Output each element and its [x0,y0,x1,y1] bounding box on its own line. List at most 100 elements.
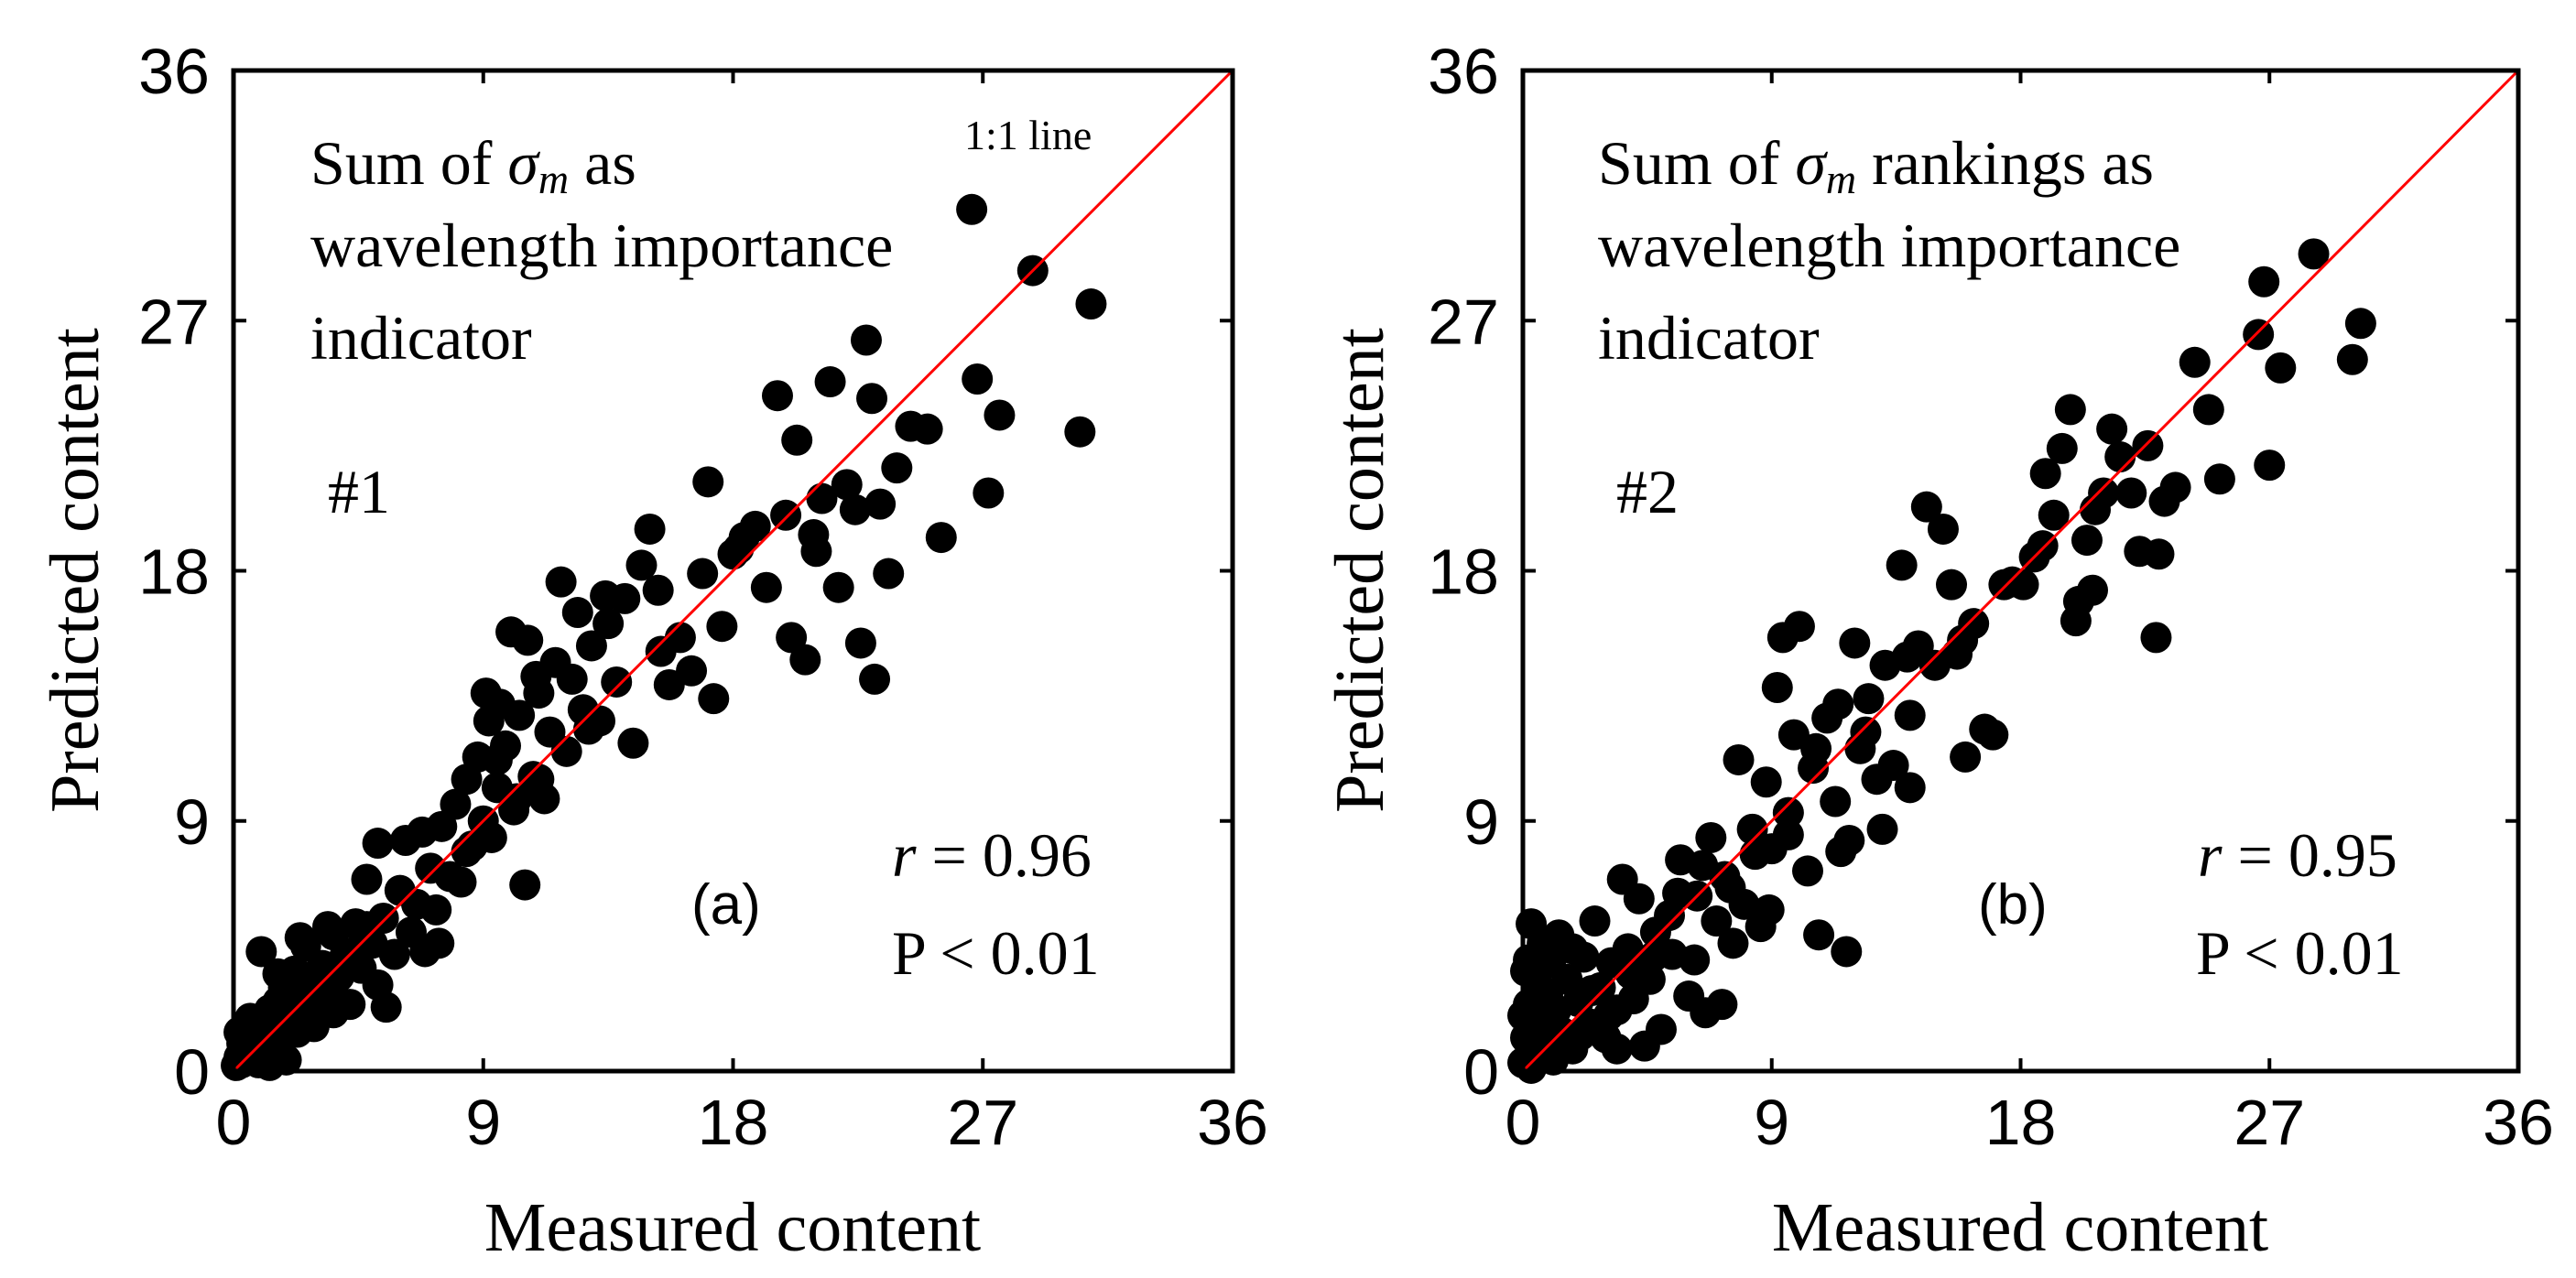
panel-b-data-point [2046,432,2078,464]
panel-a-data-point [504,699,536,731]
panel-a-data-point [634,513,666,545]
panel-a-data-point [520,660,552,692]
panel-b-data-point [2132,429,2164,461]
panel-b-y-tick-label: 18 [1428,536,1499,608]
panel-a-data-point [850,324,882,356]
panel-b-data-point [1714,872,1746,904]
panel-b-x-tick-label: 36 [2483,1087,2554,1158]
panel-b-data-point [1753,894,1785,926]
panel-b-title-prefix: Sum of [1598,128,1795,198]
panel-b-data-point [1723,743,1755,775]
panel-a-data-point [692,466,724,498]
panel-a-sigma-symbol: σ [507,128,540,198]
panel-a-y-tick-label: 9 [174,786,210,858]
panel-a-data-point [761,380,793,412]
panel-a-title-line-3: indicator [310,303,532,373]
panel-a-data-point [351,863,383,895]
panel-a-data-point [420,894,452,926]
panel-a-id-label: #1 [328,457,390,526]
panel-b-points [1507,238,2376,1084]
panel-b-data-point [1800,732,1832,764]
panel-b-title-line-3: indicator [1598,303,1820,373]
panel-a-data-point [687,558,719,590]
panel-b-id-label: #2 [1616,457,1679,526]
panel-b-data-point [1565,1019,1597,1051]
panel-a-y-axis-title: Predicted content [37,328,114,813]
panel-b-data-point [1750,766,1782,798]
panel-a-sigma-subscript: m [538,156,569,202]
panel-b-data-point [2265,352,2297,384]
panel-b-data-point [1831,936,1863,968]
panel-b-data-point [2038,499,2070,531]
panel-b-x-tick-label: 18 [1985,1087,2057,1158]
panel-b-data-point [1927,513,1959,545]
panel-a-data-point [984,399,1016,431]
panel-b-data-point [2248,265,2280,298]
panel-a-data-point [351,911,383,943]
panel-a-data-point [267,991,299,1023]
panel-a-data-point [481,743,513,775]
panel-a-r-stat: r = 0.96 [892,820,1092,890]
panel-b-y-tick-label: 27 [1428,286,1499,357]
panel-b-data-point [2054,394,2086,426]
panel-b-sigma-symbol: σ [1795,128,1828,198]
panel-a-x-tick-label: 0 [216,1087,252,1158]
panel-a-data-point [512,624,544,656]
panel-b-x-axis-title: Measured content [1772,1189,2268,1266]
panel-b-ticks: 0 9 18 27 36 0 9 18 27 36 [1428,36,2554,1158]
panel-a-data-point [873,558,905,590]
panel-b-data-point [1623,883,1655,915]
panel-a-data-point [475,821,507,853]
panel-b-r-value: = 0.95 [2222,820,2397,890]
panel-a-data-point [831,469,863,501]
panel-b-data-point [1941,638,1973,670]
panel-b-data-point [1518,1002,1550,1034]
panel-a-data-point [781,424,813,456]
panel-a-data-point [370,991,402,1023]
panel-b-data-point [2336,343,2368,375]
panel-a-data-point [859,663,891,695]
panel-a-data-point [844,627,876,659]
panel-b-x-tick-label: 0 [1505,1087,1541,1158]
panel-b-data-point [1614,958,1647,990]
panel-b-data-point [1936,569,1968,601]
panel-a-data-point [318,997,350,1029]
panel-b-data-point [1886,549,1918,581]
panel-a-data-point [956,193,988,225]
panel-a-data-point [925,522,957,554]
panel-a-data-point [770,499,802,531]
panel-a-y-tick-label: 27 [138,286,210,357]
panel-b-data-point [1783,611,1815,643]
panel-b-data-point [2140,622,2172,654]
panel-b-data-point [2254,449,2286,482]
panel-b-data-point [2104,441,2136,473]
panel-a-data-point [822,571,854,603]
panel-a-r-symbol: r [892,820,917,890]
panel-a-p-stat: P < 0.01 [892,918,1100,988]
panel-a-data-point [545,566,577,598]
panel-a-data-point [223,1016,255,1048]
panel-a-title-prefix: Sum of [310,128,507,198]
panel-b-data-point [2344,308,2376,340]
panel-a-y-tick-label: 0 [174,1036,210,1108]
panel-a-ticks: 0 9 18 27 36 0 9 18 27 36 [138,36,1268,1158]
panel-a-data-point [362,828,394,860]
panel-a-points [221,193,1107,1081]
panel-a-data-point [881,452,913,484]
panel-a-data-point [590,579,622,612]
panel-b-data-point [1510,955,1542,987]
panel-b-data-point [1977,719,2009,751]
panel-b-data-point [1853,683,1885,715]
panel-a-data-point [642,574,674,606]
panel-a-data-point [523,764,555,796]
panel-b-data-point [2071,525,2103,557]
panel-a-one-to-one-label: 1:1 line [964,112,1092,158]
panel-a-data-point [814,366,846,398]
panel-a-data-point [262,958,294,990]
panel-b-title-suffix: rankings as [1856,128,2154,198]
panel-a-data-point [676,655,708,687]
panel-a-data-point [776,622,808,654]
panel-b-data-point [1636,941,1668,973]
panel-b-y-tick-label: 36 [1428,36,1499,107]
panel-b-data-point [2088,477,2120,509]
